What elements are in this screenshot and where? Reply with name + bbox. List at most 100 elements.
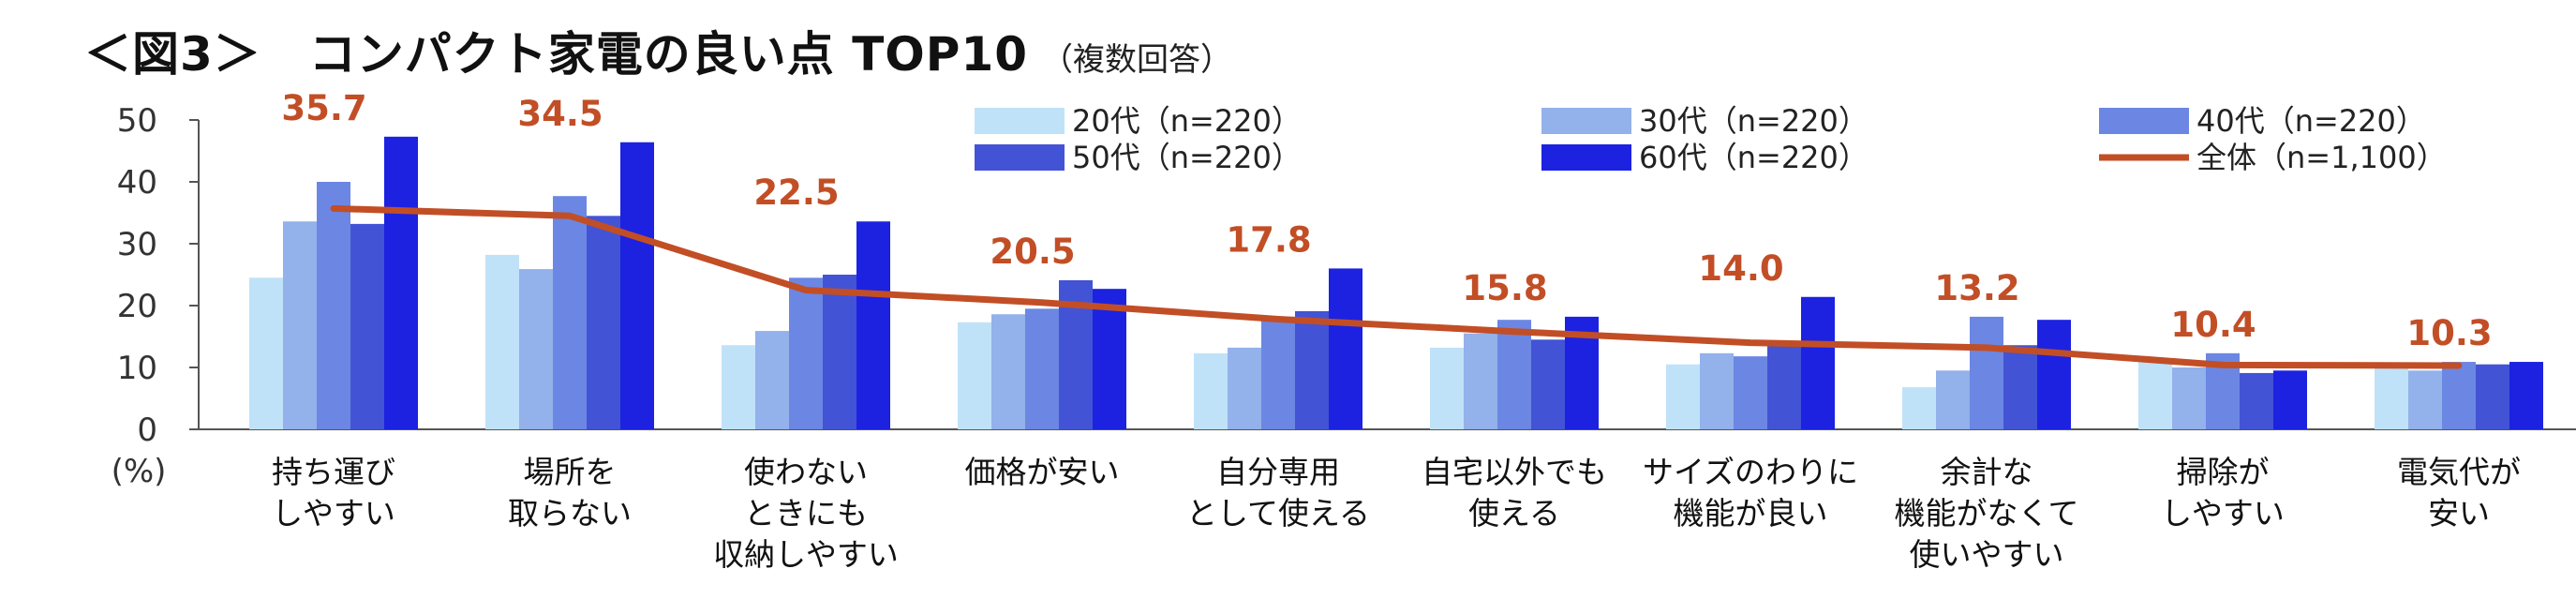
category-label: 場所を bbox=[524, 454, 617, 490]
category-label: 取らない bbox=[508, 495, 632, 532]
category-label: しやすい bbox=[2161, 495, 2285, 532]
legend-label: 40代（n=220） bbox=[2196, 103, 2426, 139]
y-tick-label: 20 bbox=[117, 288, 157, 325]
bar bbox=[1700, 352, 1734, 429]
data-label: 22.5 bbox=[753, 172, 839, 213]
category-label: 電気代が bbox=[2397, 454, 2521, 490]
bar bbox=[2476, 364, 2509, 429]
bar bbox=[1261, 316, 1295, 429]
bar bbox=[2273, 370, 2307, 429]
category-label: 安い bbox=[2428, 495, 2490, 532]
bar bbox=[2442, 362, 2476, 429]
bar bbox=[823, 275, 856, 429]
chart-subtitle: （複数回答） bbox=[1041, 41, 1233, 79]
bar bbox=[1093, 289, 1126, 429]
legend-swatch bbox=[1541, 144, 1631, 171]
category-label: 使いやすい bbox=[1910, 536, 2064, 573]
legend-label: 20代（n=220） bbox=[1072, 103, 1302, 139]
category-label: 収納しやすい bbox=[713, 536, 899, 573]
y-tick-label: 30 bbox=[117, 226, 157, 263]
bars bbox=[249, 136, 2543, 429]
bar bbox=[1902, 387, 1936, 429]
y-tick-label: 0 bbox=[137, 412, 157, 449]
data-label: 10.4 bbox=[2170, 305, 2256, 345]
bar bbox=[587, 216, 620, 429]
bar bbox=[2172, 367, 2206, 429]
legend: 20代（n=220） 30代（n=220） 40代（n=220） 50代（n=220）… bbox=[975, 103, 2447, 175]
bar bbox=[1025, 308, 1059, 429]
legend-label: 60代（n=220） bbox=[1639, 140, 1869, 175]
bar bbox=[2408, 370, 2442, 429]
data-label: 34.5 bbox=[517, 94, 603, 134]
y-tick-label: 40 bbox=[117, 164, 157, 202]
data-label: 10.3 bbox=[2406, 313, 2492, 353]
bar bbox=[1801, 296, 1835, 429]
bar bbox=[789, 277, 823, 429]
legend-swatch bbox=[2099, 108, 2189, 134]
bar bbox=[755, 331, 789, 429]
bar bbox=[249, 277, 283, 429]
labels: 35.7 34.5 22.5 20.5 17.8 15.8 14.0 13.2 10.4 10.3… bbox=[272, 88, 2521, 573]
bar bbox=[1531, 339, 1565, 429]
bar bbox=[553, 196, 587, 429]
category-label: しやすい bbox=[272, 495, 395, 532]
bar bbox=[283, 221, 317, 429]
data-label: 35.7 bbox=[281, 88, 366, 128]
category-label: ときにも bbox=[744, 495, 868, 532]
bar bbox=[1666, 364, 1700, 429]
bar bbox=[1497, 320, 1531, 429]
category-label: 機能がなくて bbox=[1894, 495, 2078, 532]
bar bbox=[1430, 347, 1464, 429]
data-label: 15.8 bbox=[1462, 268, 1547, 308]
bar bbox=[1767, 341, 1801, 429]
y-tick-label: 50 bbox=[117, 102, 157, 140]
title-row: ＜図3＞ コンパクト家電の良い点 TOP10 （複数回答） bbox=[84, 17, 1232, 84]
category-label: として使える bbox=[1186, 495, 1370, 532]
bar bbox=[991, 314, 1025, 429]
bar bbox=[519, 269, 553, 429]
chart-title: ＜図3＞ コンパクト家電の良い点 TOP10 bbox=[84, 27, 1029, 82]
bar bbox=[350, 223, 384, 429]
axes: 0 10 20 30 40 50 (%) bbox=[112, 102, 2576, 490]
bar bbox=[1936, 370, 1970, 429]
bar bbox=[1464, 333, 1497, 429]
category-label: 掃除が bbox=[2177, 454, 2270, 490]
data-label: 13.2 bbox=[1934, 268, 2019, 308]
y-unit-label: (%) bbox=[112, 453, 167, 490]
legend-label: 50代（n=220） bbox=[1072, 140, 1302, 175]
legend-swatch bbox=[1541, 108, 1631, 134]
bar bbox=[958, 322, 991, 429]
data-label: 17.8 bbox=[1226, 219, 1311, 260]
bar bbox=[856, 221, 890, 429]
bar bbox=[2138, 358, 2172, 429]
total-line bbox=[330, 204, 2463, 369]
legend-label: 30代（n=220） bbox=[1639, 103, 1869, 139]
category-label: 自分専用 bbox=[1216, 454, 1340, 490]
bar bbox=[1228, 347, 1261, 429]
bar bbox=[2003, 345, 2037, 429]
category-label: 使わない bbox=[744, 454, 868, 490]
data-label: 20.5 bbox=[990, 232, 1075, 272]
bar bbox=[1734, 356, 1767, 429]
category-label: 余計な bbox=[1941, 454, 2033, 490]
legend-swatch bbox=[975, 108, 1065, 134]
data-label: 14.0 bbox=[1698, 248, 1783, 289]
bar bbox=[722, 345, 755, 429]
bar bbox=[1970, 316, 2003, 429]
y-tick-label: 10 bbox=[117, 350, 157, 387]
category-label: サイズのわりに bbox=[1643, 454, 1858, 490]
category-label: 持ち運び bbox=[272, 454, 395, 490]
category-label: 自宅以外でも bbox=[1422, 454, 1607, 490]
category-label: 使える bbox=[1468, 495, 1560, 532]
bar bbox=[1194, 352, 1228, 429]
bar bbox=[2037, 320, 2071, 429]
bar bbox=[485, 254, 519, 429]
bar bbox=[620, 142, 654, 429]
bar bbox=[2240, 372, 2273, 429]
category-label: 機能が良い bbox=[1674, 495, 1828, 532]
category-label: 価格が安い bbox=[965, 454, 1120, 490]
bar bbox=[1295, 310, 1329, 429]
bar bbox=[1329, 268, 1362, 429]
bar bbox=[384, 136, 418, 429]
